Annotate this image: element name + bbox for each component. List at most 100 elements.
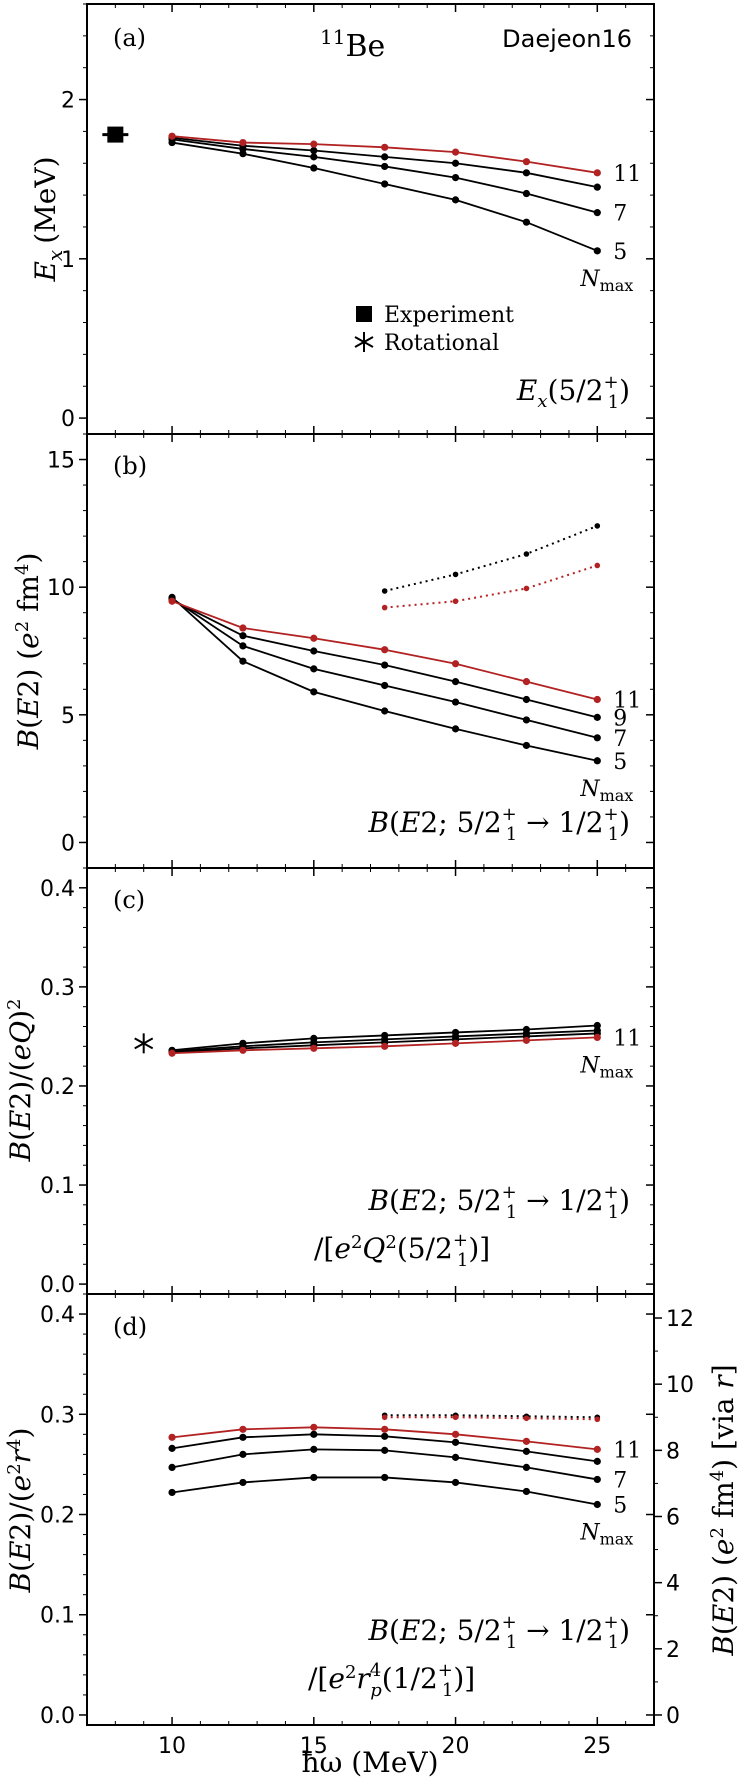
series-point <box>310 153 318 161</box>
series-point <box>381 1425 389 1433</box>
series-point <box>451 1430 460 1438</box>
panel-d-caption-line1: B(E2; 5/2+ 1 → 1/2+ 1) <box>367 1612 630 1653</box>
nmax-label: Nmax <box>579 1053 633 1081</box>
series-point <box>381 661 389 669</box>
series-point <box>451 173 460 182</box>
series-point <box>522 741 531 750</box>
series-point <box>310 647 318 655</box>
series-point <box>451 725 460 733</box>
series-point <box>593 695 601 704</box>
panel-a-caption: Ex(5/2+ 1) <box>516 372 630 413</box>
series-point <box>451 1039 460 1047</box>
series-point <box>522 1437 531 1445</box>
series-point <box>381 143 389 151</box>
y-tick-label: 0.2 <box>40 1504 75 1529</box>
nmax-value-label: 7 <box>613 202 627 227</box>
nucleus-title: 11Be <box>320 25 385 64</box>
nmax-value-label: 9 <box>613 706 627 731</box>
panel-a-ylabel: Ex (MeV) <box>29 156 67 282</box>
series-point <box>168 1488 176 1497</box>
series-point <box>523 585 530 592</box>
series-point <box>381 153 389 161</box>
series-point <box>310 140 318 148</box>
series-point <box>593 183 601 191</box>
series-point <box>168 1463 176 1472</box>
series-point <box>239 1433 247 1441</box>
panel-b-caption: B(E2; 5/2+ 1 → 1/2+ 1) <box>367 804 630 845</box>
y-right-tick-label: 2 <box>666 1638 680 1663</box>
y-tick-label: 0 <box>61 831 75 856</box>
x-tick-label: 10 <box>158 1734 186 1759</box>
legend-experiment-marker <box>356 306 372 322</box>
series-point <box>451 1453 460 1461</box>
series-point <box>451 148 460 156</box>
y-tick-label: 15 <box>47 449 75 474</box>
series-point <box>168 1433 176 1441</box>
series-point <box>381 681 389 690</box>
series-point <box>522 1036 531 1044</box>
series-point <box>594 523 601 529</box>
series-point <box>593 209 601 217</box>
panel-d-ylabel: B(E2)/(e2r4) <box>4 1428 37 1594</box>
nmax-value-label: 7 <box>613 1468 627 1493</box>
series-point <box>451 159 460 167</box>
y-right-tick-label: 10 <box>666 1373 694 1398</box>
series-point <box>310 665 318 673</box>
series-point <box>381 1473 389 1482</box>
series-point <box>522 189 531 198</box>
series-point <box>381 180 389 188</box>
series-point <box>451 1478 460 1487</box>
panel-c-ylabel: B(E2)/(eQ)2 <box>4 999 37 1163</box>
series-point <box>168 1049 176 1057</box>
y-tick-label: 1 <box>61 248 75 273</box>
nmax-value-label: 11 <box>613 162 641 187</box>
y-right-tick-label: 4 <box>666 1572 680 1597</box>
interaction-label: Daejeon16 <box>502 25 632 53</box>
y-right-tick-label: 0 <box>666 1704 680 1729</box>
series-point <box>452 598 459 605</box>
series-point <box>310 1044 318 1052</box>
series-point <box>310 164 318 172</box>
series-point <box>239 642 247 650</box>
series-point <box>310 1430 318 1438</box>
y-tick-label: 0.1 <box>40 1174 75 1199</box>
panel-d-caption-line2: /[e2r4 p(1/2+ 1)] <box>308 1660 475 1701</box>
nmax-label: Nmax <box>579 1520 633 1548</box>
series-point <box>168 132 176 140</box>
series-point <box>239 624 247 632</box>
panel-c-caption-line2: /[e2Q2(5/2+ 1)] <box>314 1230 490 1271</box>
svg-text:B(E2)/(eQ)2: B(E2)/(eQ)2 <box>4 999 37 1163</box>
series-point <box>381 162 389 171</box>
y-right-tick-label: 8 <box>666 1439 680 1464</box>
ylabel-a-unit: (MeV) <box>29 156 62 243</box>
series-point <box>310 146 318 155</box>
series-point <box>451 1438 460 1446</box>
nucleus-element: Be <box>345 29 385 64</box>
series-point <box>593 757 601 765</box>
series-point <box>594 1416 601 1423</box>
series-point <box>381 1446 389 1454</box>
series-point <box>310 688 318 696</box>
y-tick-label: 0.3 <box>40 976 75 1001</box>
series-point <box>168 1444 176 1452</box>
y-tick-label: 5 <box>61 704 75 729</box>
y-tick-label: 0.0 <box>40 1273 75 1298</box>
series-point <box>381 588 388 594</box>
dotted-series-line <box>384 524 598 592</box>
x-tick-label: 25 <box>583 1734 611 1759</box>
panel-b-ylabel: B(E2) (e2 fm4) <box>12 553 45 751</box>
experiment-marker <box>107 126 124 143</box>
nmax-value-label: 11 <box>613 1438 641 1463</box>
series-point <box>594 562 601 569</box>
legend-experiment-label: Experiment <box>384 303 514 328</box>
x-tick-label: 15 <box>300 1734 328 1759</box>
svg-text:B(E2) (e2 fm4): B(E2) (e2 fm4) <box>12 553 45 751</box>
svg-text:B(E2) (e2 fm4) [via r]: B(E2) (e2 fm4) [via r] <box>707 1364 740 1656</box>
